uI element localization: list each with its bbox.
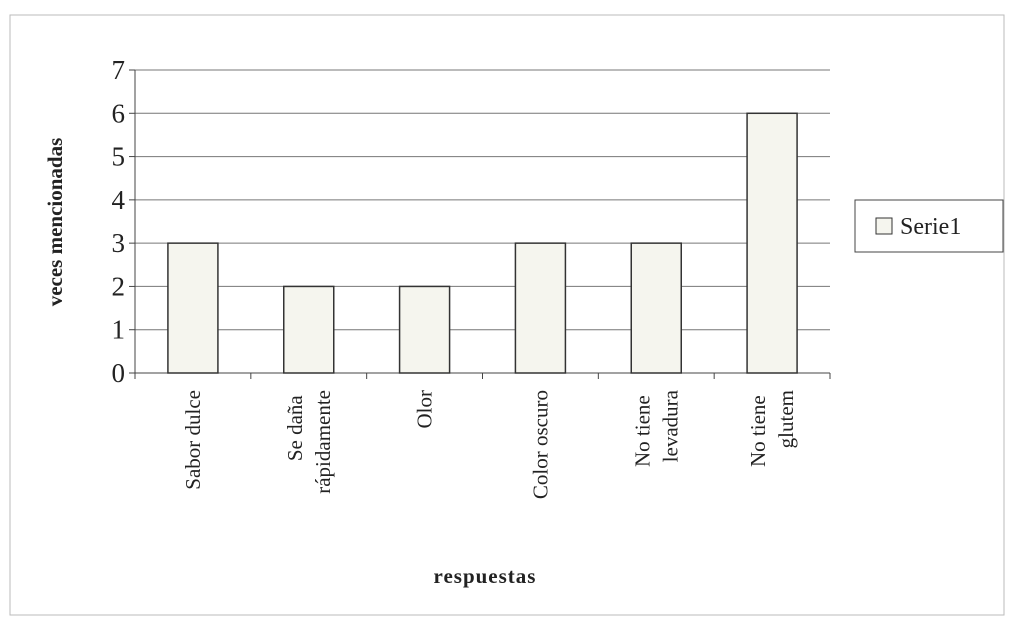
y-tick-label: 4 [112, 185, 126, 215]
x-tick-label: Olor [413, 390, 437, 429]
x-axis-title: respuestas [434, 564, 537, 588]
bar [398, 285, 451, 374]
x-tick-label-line: glutem [774, 390, 798, 448]
x-tick-label-line: rápidamente [311, 390, 335, 494]
legend-label: Serie1 [900, 214, 961, 240]
x-tick-label-line: Se daña [283, 390, 307, 461]
x-tick-label: Se daña rápidamente [283, 390, 335, 494]
bar [630, 242, 682, 374]
x-tick-label-line: levadura [658, 389, 682, 462]
legend-frame [854, 199, 1004, 253]
y-tick-label: 2 [112, 271, 126, 301]
x-tick-label-line: No tiene [630, 390, 654, 467]
x-tick-label: Sabor dulce [181, 390, 205, 490]
bar [283, 285, 335, 374]
y-axis-title: veces mencionadas [43, 138, 67, 307]
bar [746, 112, 798, 374]
bar [514, 242, 567, 374]
y-tick-label: 3 [112, 228, 126, 258]
x-tick-label: No tiene levadura [630, 389, 682, 467]
y-tick-label: 6 [112, 98, 126, 128]
x-tick-label: No tiene glutem [746, 390, 798, 467]
x-tick-label: Color oscuro [528, 390, 552, 499]
y-tick-label: 5 [112, 142, 126, 172]
legend-swatch [875, 217, 893, 235]
bar [167, 242, 219, 374]
chart-frame [9, 14, 1005, 616]
y-tick-label: 7 [112, 55, 126, 85]
y-tick-label: 1 [112, 315, 126, 345]
x-tick-label-line: No tiene [746, 390, 770, 467]
y-tick-label: 0 [112, 358, 126, 388]
